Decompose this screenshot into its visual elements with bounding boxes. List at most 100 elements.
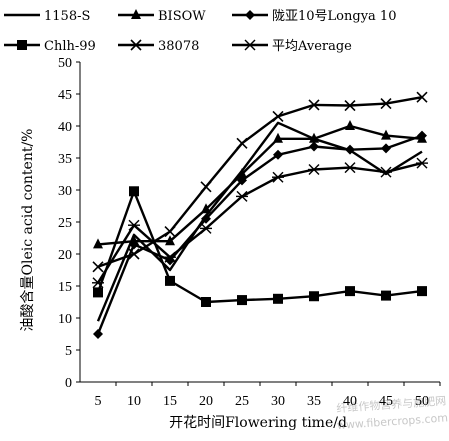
data-point — [92, 261, 104, 273]
data-point — [128, 248, 140, 260]
y-ticks: 0 5 10 15 20 25 30 35 40 45 50 — [58, 56, 80, 391]
data-point — [308, 99, 320, 111]
legend-item: 1158-S — [4, 9, 90, 24]
legend-marker — [245, 10, 255, 20]
data-point — [129, 239, 139, 250]
x-tick-label: 30 — [271, 394, 285, 409]
data-point — [381, 129, 391, 140]
data-point — [237, 175, 247, 186]
data-point — [93, 287, 103, 298]
data-point — [93, 329, 103, 339]
y-tick-label: 45 — [58, 88, 72, 103]
data-point — [201, 297, 211, 307]
x-tick-label: 25 — [235, 394, 249, 409]
series-line — [96, 134, 423, 335]
series-3 — [93, 186, 427, 307]
data-point — [416, 91, 428, 103]
data-point — [200, 222, 212, 234]
data-point — [381, 143, 391, 154]
legend-label: 38078 — [158, 39, 199, 54]
legend-item: 陇亚10号Longya 10 — [232, 9, 396, 24]
data-point — [165, 275, 175, 286]
x-tick-label: 50 — [415, 394, 429, 409]
data-point — [272, 171, 284, 183]
y-tick-label: 30 — [58, 184, 72, 199]
data-point — [416, 157, 428, 169]
data-point — [200, 181, 212, 193]
legend-item: 38078 — [118, 39, 199, 54]
data-point — [201, 213, 211, 224]
data-point — [273, 293, 283, 304]
y-axis-title: 油酸含量Oleic acid content/% — [20, 129, 36, 332]
x-tick-label: 10 — [127, 394, 141, 409]
legend-marker — [131, 9, 141, 19]
y-tick-label: 0 — [65, 376, 72, 391]
axes — [79, 62, 440, 383]
data-point — [201, 203, 211, 214]
data-point — [237, 168, 247, 178]
y-tick-label: 25 — [58, 216, 72, 231]
data-point — [236, 190, 248, 202]
x-tick-label: 5 — [95, 394, 102, 409]
data-point — [381, 290, 391, 301]
data-point — [237, 295, 247, 306]
series-line — [96, 161, 423, 284]
data-point — [272, 110, 284, 122]
legend: 1158-S BISOW 陇亚10号Longya 10 Chlh-99 38078 平均A… — [4, 9, 396, 54]
legend-label: 陇亚10号Longya 10 — [272, 9, 396, 24]
y-tick-label: 5 — [65, 344, 72, 359]
data-point — [308, 164, 320, 176]
legend-marker — [130, 39, 142, 51]
legend-label: Chlh-99 — [44, 39, 96, 54]
x-tick-label: 35 — [307, 394, 321, 409]
data-point — [165, 235, 175, 246]
legend-label: 1158-S — [44, 9, 90, 24]
data-point — [417, 130, 427, 141]
data-point — [93, 238, 103, 249]
y-tick-label: 35 — [58, 152, 72, 167]
series-1 — [93, 120, 427, 249]
series-line — [97, 124, 423, 246]
series-2 — [93, 130, 427, 339]
series-line — [96, 190, 423, 304]
y-tick-label: 40 — [58, 120, 72, 135]
data-point — [344, 99, 356, 112]
data-point — [345, 286, 355, 297]
data-point — [380, 166, 392, 178]
legend-marker — [244, 39, 256, 51]
data-point — [309, 141, 319, 152]
y-tick-label: 15 — [58, 280, 72, 295]
y-tick-label: 50 — [58, 56, 72, 71]
x-tick-label: 15 — [163, 394, 177, 409]
data-point — [273, 149, 283, 160]
legend-item: BISOW — [118, 9, 206, 24]
watermark-line2: www.fibercrops.com — [337, 411, 449, 432]
series-5 — [92, 157, 428, 289]
x-tick-label: 45 — [379, 394, 393, 409]
legend-label: BISOW — [158, 9, 206, 24]
data-point — [236, 137, 248, 149]
data-point — [344, 162, 356, 174]
legend-item: Chlh-99 — [4, 39, 96, 54]
series-layer — [92, 91, 428, 339]
data-point — [309, 132, 319, 143]
data-point — [128, 219, 140, 231]
data-point — [92, 277, 104, 289]
data-point — [273, 132, 283, 143]
data-point — [129, 186, 139, 197]
y-tick-label: 10 — [58, 312, 72, 327]
data-point — [380, 98, 392, 110]
y-tick-label: 20 — [58, 248, 72, 263]
data-point — [164, 226, 176, 238]
legend-marker — [17, 40, 27, 50]
data-point — [309, 291, 319, 302]
data-point — [417, 286, 427, 297]
x-axis-title: 开花时间Flowering time/d — [169, 415, 347, 431]
x-tick-label: 40 — [343, 394, 357, 409]
data-point — [345, 144, 355, 155]
x-ticks: 5 10 15 20 25 30 35 40 45 50 — [95, 382, 441, 409]
x-tick-label: 20 — [199, 394, 213, 409]
legend-label: 平均Average — [272, 39, 352, 54]
data-point — [345, 120, 355, 130]
